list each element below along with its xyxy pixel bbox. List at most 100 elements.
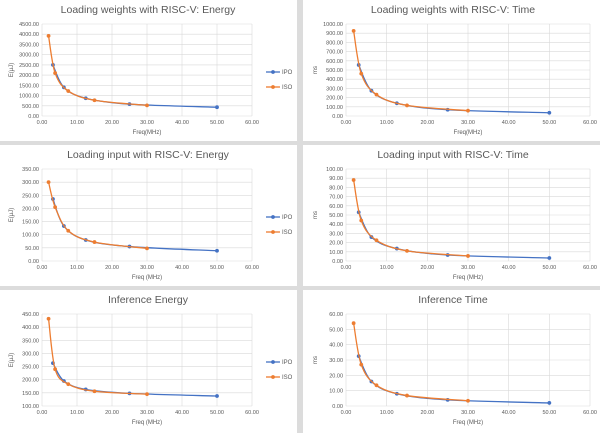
series-line-ipo (358, 64, 550, 114)
legend-label-iso: ISO (282, 375, 293, 381)
y-tick-label: 600.00 (326, 59, 343, 65)
series-line-iso (352, 30, 469, 112)
y-tick-label: 20.00 (329, 373, 343, 379)
data-point-ipo (547, 256, 552, 260)
data-point-iso (351, 321, 356, 326)
x-tick-label: 10.00 (70, 120, 84, 126)
y-tick-label: 250.00 (22, 193, 39, 199)
y-axis-label: ms (313, 356, 319, 364)
chart-input-energy: Loading input with RISC-V: Energy 0.00 50.… (9, 149, 293, 281)
x-tick-label: 40.00 (502, 410, 516, 416)
y-tick-label: 2500.00 (19, 63, 39, 69)
y-tick-label: 350.00 (22, 167, 39, 173)
data-point-ipo (547, 110, 552, 115)
x-tick-label: 10.00 (380, 410, 394, 416)
x-tick-label: 40.00 (175, 410, 189, 416)
data-point-iso (359, 362, 364, 367)
y-tick-label: 100.00 (326, 167, 343, 173)
data-point-ipo (215, 394, 219, 398)
data-point-iso (466, 398, 470, 403)
data-point-iso (46, 316, 51, 321)
y-tick-label: 4500.00 (19, 22, 39, 28)
y-tick-label: 1000.00 (323, 22, 343, 28)
data-point-ipo (215, 248, 219, 253)
x-tick-label: 60.00 (245, 120, 259, 126)
x-tick-label: 30.00 (461, 265, 475, 271)
chart-weights-energy: Loading weights with RISC-V: Energy 0.00 5… (9, 4, 293, 136)
x-tick-label: 10.00 (70, 410, 84, 416)
y-tick-label: 0.00 (28, 114, 39, 120)
y-tick-label: 60.00 (329, 312, 343, 318)
series-line-iso (352, 323, 469, 402)
legend-label-ipo: IPO (282, 360, 293, 366)
data-point-iso (46, 180, 51, 185)
data-point-iso (53, 367, 58, 372)
x-tick-label: 60.00 (245, 410, 259, 416)
x-tick-label: 40.00 (502, 265, 516, 271)
y-tick-label: 150.00 (22, 391, 39, 397)
x-tick-label: 50.00 (542, 265, 556, 271)
y-axis-label: ms (313, 66, 319, 74)
y-tick-label: 2000.00 (19, 73, 39, 79)
y-tick-label: 30.00 (329, 358, 343, 364)
chart-panel-input-time: Loading input with RISC-V: Time 0.00 10.00… (303, 145, 600, 286)
chart-input-time: Loading input with RISC-V: Time 0.00 10.00… (313, 149, 597, 281)
y-tick-label: 50.00 (329, 327, 343, 333)
data-point-iso (66, 89, 71, 93)
data-point-iso (92, 389, 97, 394)
x-axis-label: Freq (MHz) (132, 420, 162, 426)
x-tick-label: 20.00 (105, 265, 119, 271)
x-tick-label: 10.00 (380, 120, 394, 126)
y-tick-label: 800.00 (326, 40, 343, 46)
x-tick-label: 60.00 (245, 265, 259, 271)
legend-marker-iso (271, 85, 275, 89)
legend-label-iso: ISO (282, 85, 293, 91)
data-point-iso (66, 382, 71, 387)
x-tick-label: 50.00 (210, 265, 224, 271)
data-point-iso (92, 240, 97, 244)
y-axis-label: ms (313, 211, 319, 219)
series-line-iso (47, 318, 148, 395)
data-point-ipo (215, 105, 219, 110)
x-tick-label: 10.00 (380, 265, 394, 271)
chart-title: Inference Energy (108, 294, 189, 306)
chart-panel-input-energy: Loading input with RISC-V: Energy 0.00 50.… (0, 145, 297, 286)
x-tick-label: 50.00 (542, 410, 556, 416)
y-tick-label: 90.00 (329, 176, 343, 182)
data-point-iso (466, 108, 470, 113)
data-point-iso (145, 392, 149, 397)
x-tick-label: 0.00 (341, 410, 352, 416)
chart-title: Loading weights with RISC-V: Time (371, 4, 535, 16)
data-point-iso (359, 71, 364, 76)
x-tick-label: 40.00 (175, 265, 189, 271)
x-tick-label: 20.00 (420, 120, 434, 126)
y-tick-label: 4000.00 (19, 32, 39, 38)
x-axis-label: Freq (MHz) (132, 275, 162, 281)
series-line-ipo (52, 198, 218, 252)
y-tick-label: 900.00 (326, 31, 343, 37)
chart-panel-inference-energy: Inference Energy 100.00 150.00 200.00 250.00… (0, 290, 297, 433)
chart-title: Inference Time (418, 294, 488, 306)
legend-marker-ipo (271, 360, 275, 364)
series-line-ipo (358, 211, 550, 259)
data-point-iso (46, 33, 51, 38)
x-axis-label: Freq (MHz) (453, 420, 483, 426)
data-point-iso (351, 178, 356, 182)
chart-inference-time: Inference Time 0.00 10.00 20.00 30.00 40.00 50… (313, 294, 597, 426)
x-tick-label: 40.00 (175, 120, 189, 126)
x-tick-label: 0.00 (341, 265, 352, 271)
y-tick-label: 450.00 (22, 312, 39, 318)
y-tick-label: 100.00 (22, 404, 39, 410)
chart-title: Loading input with RISC-V: Time (377, 149, 529, 161)
y-tick-label: 0.00 (28, 259, 39, 265)
x-tick-label: 20.00 (420, 410, 434, 416)
x-axis-label: Freq(MHz) (133, 130, 162, 136)
legend-marker-iso (271, 375, 275, 379)
x-axis-label: Freq (MHz) (453, 275, 483, 281)
data-point-iso (53, 205, 58, 210)
chart-weights-time: Loading weights with RISC-V: Time 0.00 100… (313, 4, 597, 136)
y-tick-label: 300.00 (22, 351, 39, 357)
data-point-iso (145, 103, 149, 108)
series-line-ipo (358, 355, 550, 404)
